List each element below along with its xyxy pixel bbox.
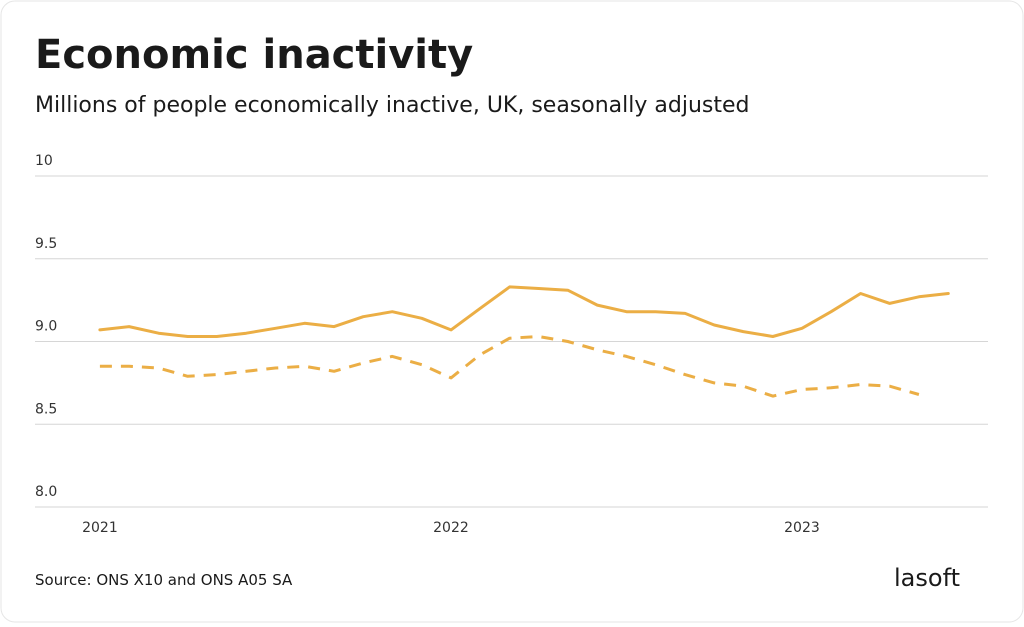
chart-subtitle: Millions of people economically inactive… [35,93,749,118]
x-tick-label: 2022 [433,520,469,536]
source: Source: ONS X10 and ONS A05 SA [35,571,293,589]
x-tick-label: 2021 [82,520,118,536]
logo: lasoft [894,564,960,592]
chart-title: Economic inactivity [35,32,473,78]
y-tick-label: 9.0 [35,319,57,335]
y-tick-label: 8.0 [35,484,57,500]
plot: 8.0 8.5 9.0 9.5 10 2021 2022 2023 [35,153,988,536]
y-tick-label: 8.5 [35,401,57,417]
y-tick-label: 10 [35,153,53,169]
x-tick-label: 2023 [784,520,820,536]
series-line [98,285,950,338]
y-tick-label: 9.5 [35,236,57,252]
series-line [99,335,920,398]
